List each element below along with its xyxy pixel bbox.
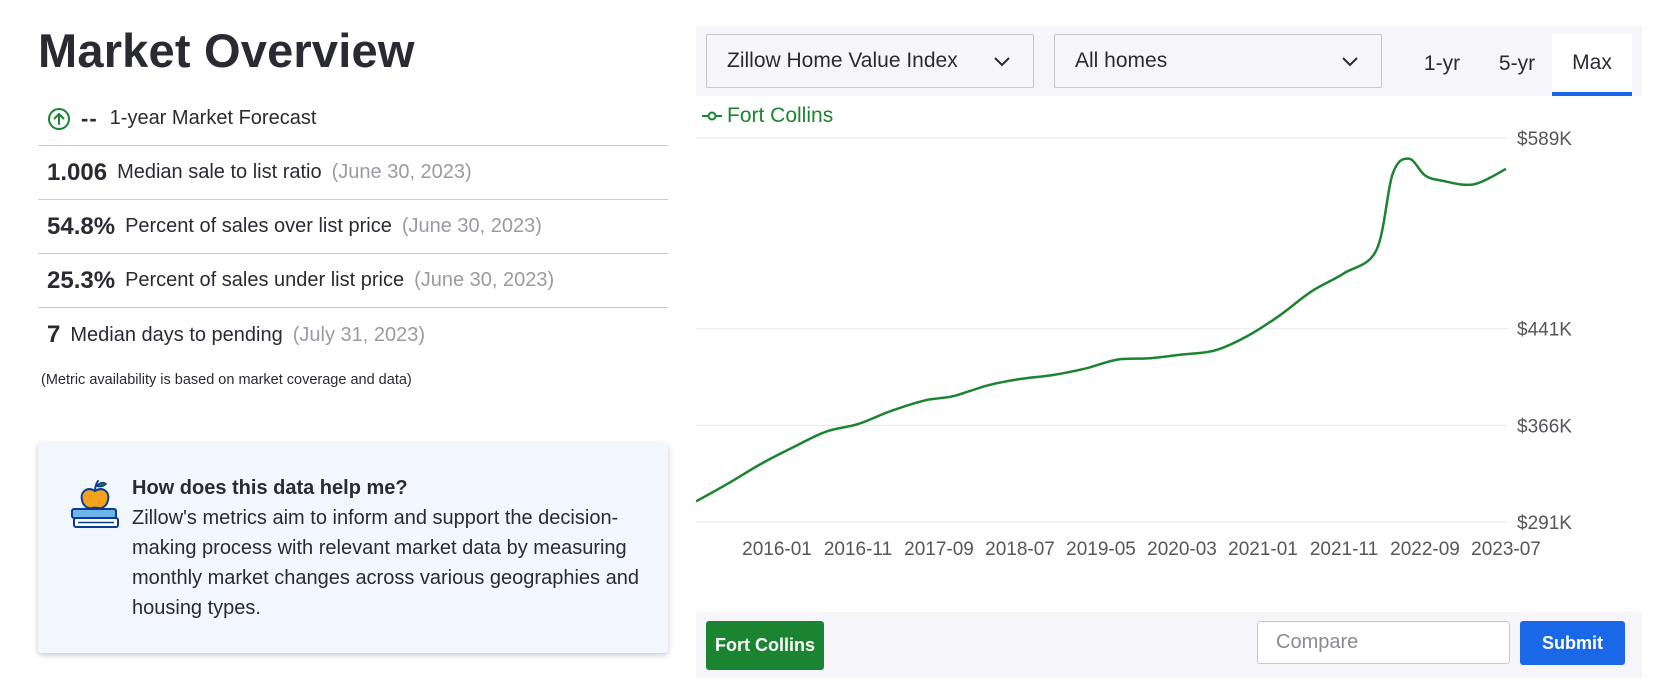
x-tick-label: 2020-03 xyxy=(1147,539,1217,560)
metric-label: Median days to pending xyxy=(70,323,283,346)
chart-panel: Zillow Home Value Index All homes 1-yr 5… xyxy=(696,26,1642,678)
metric-date: (June 30, 2023) xyxy=(414,269,555,291)
x-tick-label: 2016-11 xyxy=(824,539,892,560)
help-title: How does this data help me? xyxy=(132,477,408,499)
x-tick-label: 2018-07 xyxy=(985,539,1055,560)
region-button[interactable]: Fort Collins xyxy=(706,621,824,670)
metric-row-days-to-pending: 7 Median days to pending (July 31, 2023) xyxy=(38,308,668,362)
y-tick-label: $589K xyxy=(1517,129,1572,150)
metric-row-forecast: -- 1-year Market Forecast xyxy=(38,92,668,146)
compare-bar: Fort Collins Submit xyxy=(696,612,1642,678)
metric-label: Percent of sales under list price xyxy=(125,269,405,291)
x-tick-label: 2017-09 xyxy=(904,539,974,560)
help-body: Zillow's metrics aim to inform and suppo… xyxy=(132,507,639,619)
apple-on-books-icon xyxy=(71,480,119,528)
range-max-button[interactable]: Max xyxy=(1552,34,1632,96)
x-tick-label: 2021-11 xyxy=(1310,539,1378,560)
metric-footnote: (Metric availability is based on market … xyxy=(41,372,412,388)
y-tick-label: $291K xyxy=(1517,513,1572,534)
arrow-up-circle-icon xyxy=(48,107,70,130)
home-value-chart: $589K $441K $366K $291K 2016-01 2016-11 2017-0… xyxy=(696,129,1572,560)
y-tick-label: $366K xyxy=(1517,416,1572,437)
metric-date: (July 31, 2023) xyxy=(292,323,426,346)
home-type-select-value: All homes xyxy=(1075,49,1168,72)
metric-select-value: Zillow Home Value Index xyxy=(727,49,958,72)
x-tick-label: 2021-01 xyxy=(1228,539,1298,560)
chevron-down-icon xyxy=(1342,57,1358,67)
metric-value: 25.3% xyxy=(47,266,116,294)
x-tick-label: 2016-01 xyxy=(742,539,812,560)
help-card: How does this data help me? Zillow's met… xyxy=(38,443,668,653)
chart-controls: Zillow Home Value Index All homes 1-yr 5… xyxy=(696,26,1642,96)
page-title: Market Overview xyxy=(38,24,415,77)
metric-value: 54.8% xyxy=(47,212,116,240)
help-text: How does this data help me? Zillow's met… xyxy=(132,473,642,623)
x-tick-label: 2023-07 xyxy=(1471,539,1541,560)
chart-legend[interactable]: Fort Collins xyxy=(702,104,833,128)
metric-row-sale-to-list: 1.006 Median sale to list ratio (June 30… xyxy=(38,146,668,200)
range-1yr-button[interactable]: 1-yr xyxy=(1423,52,1461,75)
series-line-fort-collins xyxy=(696,157,1507,503)
metric-date: (June 30, 2023) xyxy=(401,215,542,237)
submit-button[interactable]: Submit xyxy=(1520,621,1625,665)
compare-input[interactable] xyxy=(1257,621,1510,664)
range-5yr-button[interactable]: 5-yr xyxy=(1498,52,1536,75)
market-overview-panel: Market Overview -- 1-year Market Forecas… xyxy=(38,20,668,388)
metric-date: (June 30, 2023) xyxy=(331,161,472,183)
metric-value: 1.006 xyxy=(47,158,108,186)
metric-row-over-list: 54.8% Percent of sales over list price (… xyxy=(38,200,668,254)
legend-series-label: Fort Collins xyxy=(727,104,834,127)
metric-value: 7 xyxy=(47,321,61,348)
chevron-down-icon xyxy=(994,57,1010,67)
legend-line-marker-icon xyxy=(702,111,722,121)
x-tick-label: 2022-09 xyxy=(1390,539,1460,560)
metric-label: Median sale to list ratio xyxy=(117,161,322,183)
metric-row-under-list: 25.3% Percent of sales under list price … xyxy=(38,254,668,308)
home-type-select[interactable]: All homes xyxy=(1054,34,1382,88)
metric-select[interactable]: Zillow Home Value Index xyxy=(706,34,1034,88)
x-tick-label: 2019-05 xyxy=(1066,539,1136,560)
metric-label: Percent of sales over list price xyxy=(125,215,392,237)
metric-value: -- xyxy=(81,105,98,131)
metric-list: -- 1-year Market Forecast 1.006 Median s… xyxy=(38,92,668,362)
y-tick-label: $441K xyxy=(1517,320,1572,341)
metric-label: 1-year Market Forecast xyxy=(109,107,317,129)
